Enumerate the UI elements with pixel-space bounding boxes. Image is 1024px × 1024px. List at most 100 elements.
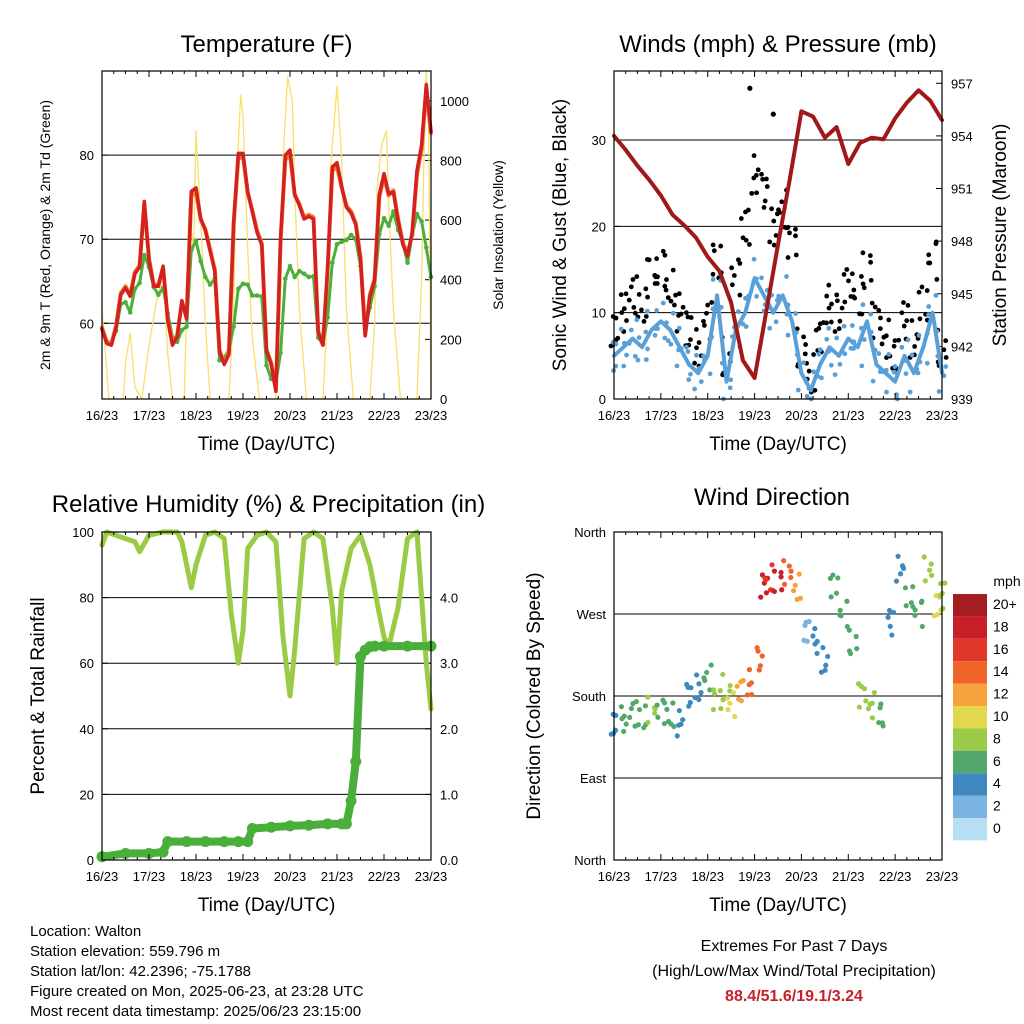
- colorbar-swatch: [953, 706, 987, 729]
- direction-point: [863, 698, 869, 704]
- direction-point: [725, 706, 731, 713]
- x-tick-label: 18/23: [691, 408, 724, 423]
- precip-point: [181, 836, 193, 848]
- direction-point: [755, 648, 761, 654]
- wind-point: [729, 334, 735, 339]
- wind-point: [745, 293, 751, 299]
- gust-point: [639, 307, 644, 313]
- wind-point: [891, 369, 897, 375]
- y-right-tick-label: 4.0: [440, 591, 458, 606]
- colorbar-swatch: [953, 638, 987, 662]
- wind-point: [678, 346, 684, 351]
- gust-point: [861, 285, 867, 291]
- direction-point: [636, 706, 643, 713]
- direction-point: [889, 632, 895, 638]
- dewpoint-point: [123, 299, 128, 305]
- direction-point: [652, 710, 658, 716]
- x-tick-label: 18/23: [180, 408, 213, 423]
- wind-point: [785, 302, 791, 308]
- wind-point: [767, 325, 773, 331]
- y-right-tick-label: 951: [951, 182, 973, 197]
- x-tick-label: 20/23: [274, 408, 307, 423]
- y-tick-label: East: [580, 771, 606, 786]
- gust-point: [842, 299, 848, 305]
- wind-point: [693, 352, 699, 358]
- gust-point: [655, 274, 660, 280]
- x-tick-label: 21/23: [832, 869, 865, 884]
- dewpoint-point: [419, 219, 424, 224]
- colorbar-label: 0: [993, 820, 1001, 836]
- dewpoint-point: [179, 327, 185, 333]
- gust-point: [632, 310, 638, 316]
- gust-point: [621, 306, 627, 312]
- wind-point: [702, 357, 707, 363]
- wind-point: [685, 349, 691, 354]
- gust-point: [731, 273, 737, 278]
- colorbar-label: 2: [993, 798, 1001, 814]
- y-right-tick-label: 0: [440, 392, 447, 407]
- direction-point: [778, 569, 784, 576]
- wind-point: [784, 274, 789, 279]
- gust-point: [702, 322, 707, 328]
- gust-point: [760, 176, 766, 182]
- y-right-tick-label: 1000: [440, 94, 469, 109]
- y-tick-label: 20: [80, 787, 94, 802]
- direction-point: [781, 558, 787, 564]
- direction-point: [867, 701, 873, 707]
- gust-point: [868, 259, 874, 265]
- direction-point: [645, 719, 651, 726]
- wind-point: [736, 309, 741, 314]
- gust-point: [924, 288, 930, 293]
- x-axis-label: Time (Day/UTC): [709, 434, 847, 455]
- wind-point: [707, 371, 713, 377]
- y-right-tick-label: 0.0: [440, 853, 458, 868]
- x-tick-label: 21/23: [321, 408, 354, 423]
- direction-point: [931, 613, 937, 619]
- colorbar-label: 8: [993, 730, 1001, 746]
- colorbar-title: mph: [993, 573, 1020, 589]
- gust-point: [663, 287, 669, 293]
- gust-point: [753, 172, 759, 178]
- x-axis-label: Time (Day/UTC): [709, 895, 847, 916]
- gust-point: [673, 292, 678, 298]
- gust-point: [771, 218, 777, 224]
- dewpoint-point: [264, 363, 269, 368]
- y-tick-label: 60: [80, 656, 94, 671]
- plot-frame-3: [101, 531, 432, 861]
- colorbar-swatch: [953, 661, 987, 684]
- direction-point: [763, 590, 770, 596]
- gust-point: [824, 320, 829, 326]
- y-tick-label: 70: [80, 232, 94, 247]
- gust-point: [737, 261, 743, 266]
- wind-point: [635, 357, 641, 363]
- x-tick-label: 16/23: [86, 869, 119, 884]
- wind-point: [870, 378, 876, 384]
- wind-point: [624, 352, 629, 358]
- direction-point: [786, 563, 792, 569]
- wind-point: [793, 330, 799, 336]
- dewpoint-point: [292, 274, 298, 280]
- wind-point: [613, 341, 619, 347]
- wind-line: [612, 276, 944, 393]
- direction-point: [710, 687, 717, 693]
- gust-point: [919, 284, 925, 290]
- gust-point: [683, 310, 689, 316]
- gust-point: [826, 282, 832, 288]
- rh-line: [99, 529, 434, 712]
- direction-point: [814, 650, 820, 657]
- wind-point: [926, 312, 931, 318]
- gust-point: [680, 304, 686, 310]
- wind-point: [806, 385, 812, 391]
- wind-point: [841, 323, 847, 329]
- colorbar-swatch: [953, 818, 987, 841]
- wind-point: [634, 317, 640, 323]
- dewpoint-point: [348, 232, 354, 238]
- direction-point: [692, 695, 698, 701]
- direction-point: [678, 721, 684, 727]
- direction-point: [627, 714, 633, 720]
- gust-point: [943, 338, 949, 344]
- y-tick-label: 80: [80, 148, 94, 163]
- wind-point: [676, 325, 682, 331]
- colorbar-swatch: [953, 750, 987, 774]
- gust-point: [832, 329, 838, 334]
